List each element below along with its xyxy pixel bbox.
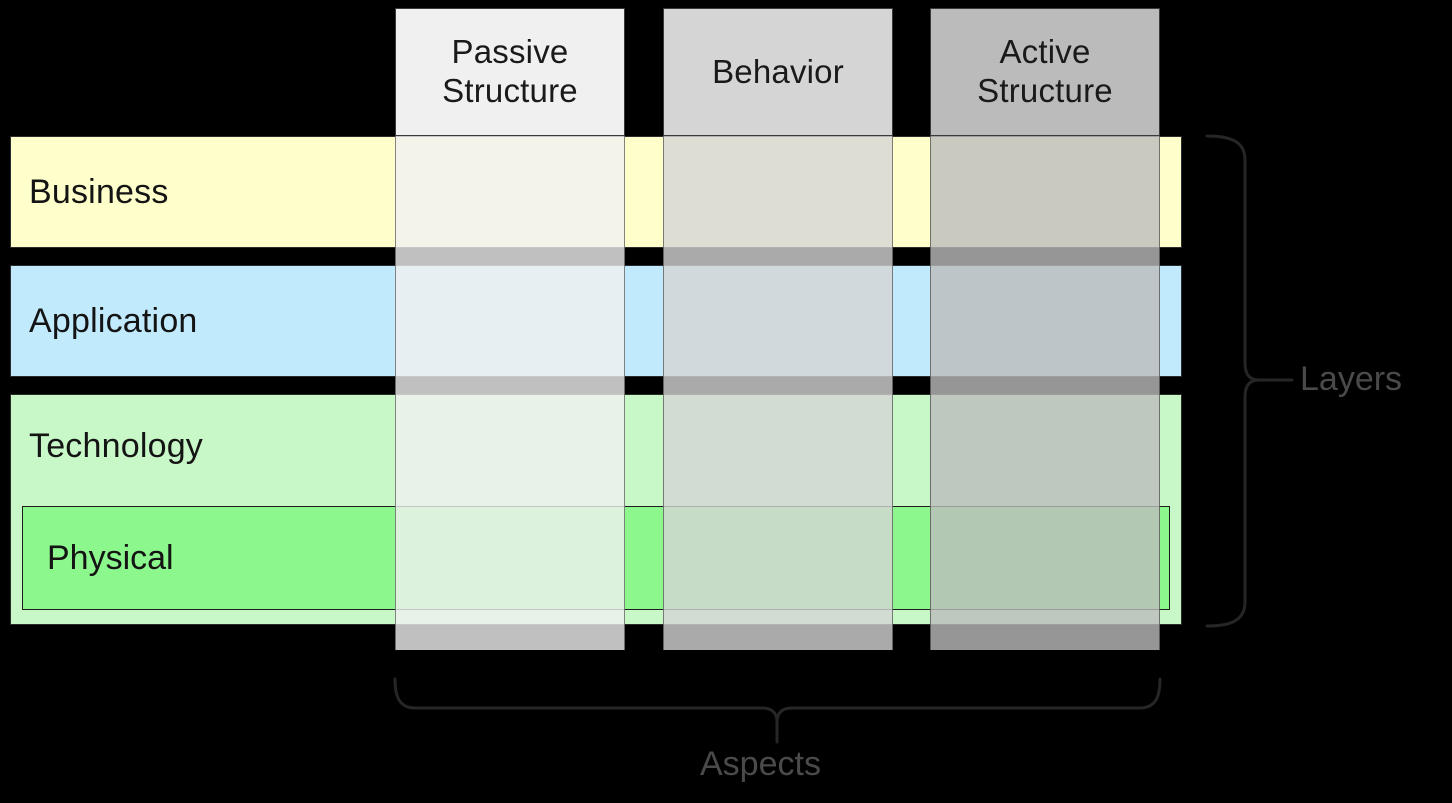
aspects-brace [393,677,1162,744]
aspect-header-line1-behavior: Behavior [712,52,844,90]
layer-label-physical: Physical [47,538,174,577]
layer-label-application: Application [29,301,198,340]
aspect-column-behavior[interactable] [663,136,893,650]
aspect-column-passive-structure[interactable] [395,136,625,650]
layers-brace [1205,134,1294,628]
layers-annotation-label: Layers [1300,360,1402,399]
aspect-header-line1-active: Active [999,33,1091,71]
aspects-label-text: Aspects [700,745,821,783]
aspect-column-active-structure[interactable] [930,136,1160,650]
aspects-annotation-label: Aspects [700,745,821,784]
aspect-header-line2-active: Structure [977,72,1113,109]
layer-label-business: Business [29,172,169,211]
layer-label-technology: Technology [29,427,204,465]
aspect-header-line2-passive: Structure [442,72,578,109]
aspect-header-behavior[interactable]: Behavior [663,8,893,136]
aspect-header-passive-structure[interactable]: Passive Structure [395,8,625,136]
layers-label-text: Layers [1300,360,1403,398]
aspect-header-line1-passive: Passive [451,33,569,71]
aspect-header-active-structure[interactable]: Active Structure [930,8,1160,136]
